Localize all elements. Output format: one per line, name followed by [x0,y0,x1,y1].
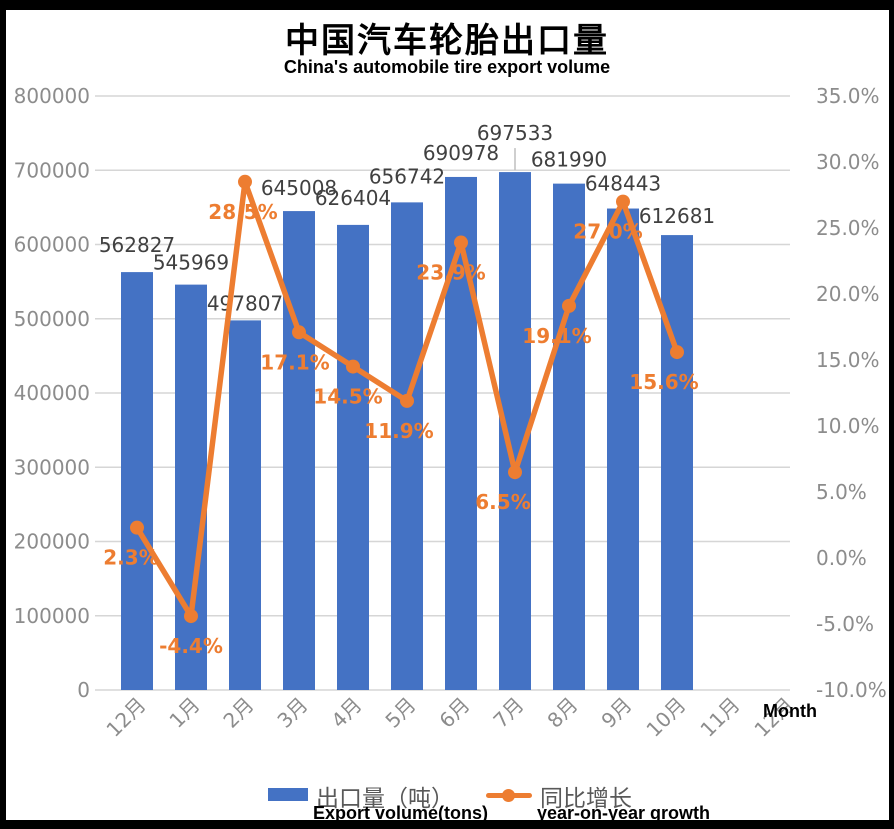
growth-value-label: 19.1% [522,324,591,348]
data-point-marker [346,359,360,374]
y-axis-tick: 100000 [14,604,90,628]
bar [175,284,207,690]
bar-value-label: 626404 [315,186,391,210]
growth-value-label: 11.9% [364,419,433,443]
y2-axis-tick: 20.0% [816,282,880,306]
x-axis-tick: 7月 [488,693,528,733]
data-point-marker [184,609,198,624]
bar [121,272,153,690]
bar-value-label: 697533 [477,121,553,145]
y-axis-tick: 700000 [14,158,90,182]
data-point-marker [670,345,684,360]
x-axis-tick: 3月 [272,693,312,733]
x-axis-tick: 11月 [695,693,744,742]
y-axis-tick: 600000 [14,233,90,257]
x-axis-title: Month [763,701,817,721]
growth-value-label: 27.0% [573,220,642,244]
y2-axis-tick: 5.0% [816,480,867,504]
x-axis-tick: 10月 [641,693,690,742]
growth-value-label: 6.5% [475,490,530,514]
x-axis-tick: 8月 [542,693,582,733]
y2-axis-tick: 25.0% [816,216,880,240]
legend-line-sublabel: year-on-year growth [537,803,711,823]
frame-top [0,0,894,10]
frame-left [0,0,6,829]
legend-line-label: 同比增长 [540,785,632,811]
bar-value-label: 612681 [639,204,715,228]
legend-line-marker-icon [502,789,515,802]
bar [229,320,261,690]
bar-value-label: 648443 [585,172,661,196]
y2-axis-tick: 15.0% [816,348,880,372]
growth-value-label: 15.6% [629,370,698,394]
x-axis-tick: 5月 [380,693,420,733]
bar [283,211,315,691]
x-axis-tick: 6月 [434,693,474,733]
bar-value-label: 545969 [153,251,229,275]
bar-value-label: 681990 [531,148,607,172]
data-point-marker [238,174,252,189]
bar-value-label: 562827 [99,233,175,257]
growth-value-label: 17.1% [260,350,329,374]
x-axis-tick: 12月 [101,693,150,742]
frame-right [889,0,894,829]
x-axis-tick: 9月 [596,693,636,733]
bar [391,202,423,690]
y-axis-tick: 200000 [14,530,90,554]
y2-axis-tick: 35.0% [816,84,880,108]
x-axis-tick: 1月 [164,693,204,733]
x-axis-tick: 4月 [326,693,366,733]
legend-bar-label: 出口量（吨） [316,785,454,811]
growth-value-label: -4.4% [159,634,223,658]
legend-bar-swatch [268,788,308,801]
bar-value-label: 497807 [207,291,283,315]
y-axis-tick: 800000 [14,84,90,108]
y-axis-tick: 300000 [14,455,90,479]
growth-value-label: 23.9% [416,261,485,285]
frame-bottom [0,820,894,829]
data-point-marker [562,298,576,313]
data-point-marker [616,194,630,209]
y-axis-tick: 500000 [14,307,90,331]
x-axis-tick: 2月 [218,693,258,733]
bar [445,176,477,690]
y2-axis-tick: -10.0% [816,678,887,702]
bar-value-label: 656742 [369,164,445,188]
legend-bar-sublabel: Export volume(tons) [313,803,489,823]
data-point-marker [400,393,414,408]
data-point-marker [454,235,468,250]
bar-value-label: 645008 [261,176,337,200]
bar [337,224,369,691]
chart-title: 中国汽车轮胎出口量 [285,22,609,60]
data-point-marker [130,520,144,535]
y-axis-tick: 0 [77,678,90,702]
y-axis-tick: 400000 [14,381,90,405]
growth-value-label: 2.3% [103,546,158,570]
y2-axis-tick: 10.0% [816,414,880,438]
data-point-marker [508,465,522,480]
bar [553,183,585,690]
legend-line-swatch [486,789,532,802]
y2-axis-tick: 30.0% [816,150,880,174]
chart-subtitle: China's automobile tire export volume [283,57,611,77]
y2-axis-tick: 0.0% [816,546,867,570]
bar-value-label: 690978 [423,141,499,165]
bar [607,208,639,690]
growth-value-label: 28.5% [208,200,277,224]
data-point-marker [292,325,306,340]
y2-axis-tick: -5.0% [816,612,874,636]
bar [661,235,693,690]
growth-value-label: 14.5% [313,385,382,409]
